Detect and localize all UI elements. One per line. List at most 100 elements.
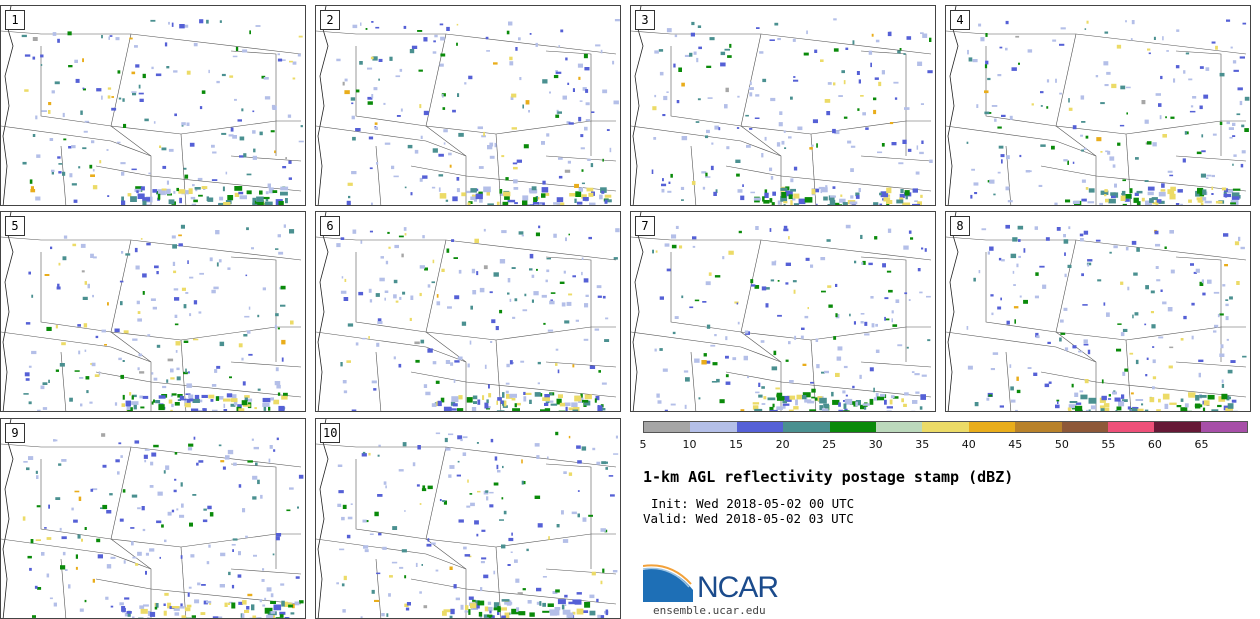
reflectivity-echo: [981, 228, 987, 231]
reflectivity-echo: [702, 301, 707, 303]
reflectivity-echo: [443, 609, 452, 613]
reflectivity-echo: [497, 397, 502, 401]
reflectivity-echo: [1012, 270, 1015, 274]
reflectivity-echo: [50, 246, 53, 250]
reflectivity-echo: [697, 25, 702, 28]
reflectivity-echo: [238, 191, 244, 195]
reflectivity-echo: [507, 564, 511, 566]
reflectivity-echo: [1165, 116, 1167, 119]
reflectivity-echo: [186, 122, 190, 126]
reflectivity-map: [946, 6, 1250, 205]
reflectivity-echo: [546, 269, 550, 273]
reflectivity-echo: [855, 192, 860, 197]
reflectivity-echo: [585, 119, 590, 122]
reflectivity-echo: [843, 80, 846, 85]
reflectivity-echo: [1035, 332, 1039, 338]
reflectivity-echo: [122, 360, 125, 362]
reflectivity-echo: [1244, 128, 1249, 132]
reflectivity-echo: [191, 203, 197, 205]
reflectivity-echo: [1025, 170, 1030, 173]
reflectivity-echo: [37, 587, 42, 590]
reflectivity-echo: [584, 400, 591, 406]
reflectivity-echo: [352, 229, 357, 234]
reflectivity-echo: [202, 408, 206, 411]
reflectivity-echo: [431, 281, 435, 284]
reflectivity-echo: [659, 296, 664, 300]
reflectivity-echo: [162, 165, 167, 169]
reflectivity-echo: [472, 395, 478, 400]
reflectivity-echo: [534, 392, 541, 397]
reflectivity-echo: [121, 251, 124, 254]
reflectivity-echo: [811, 188, 816, 195]
reflectivity-echo: [84, 349, 87, 352]
reflectivity-echo: [802, 363, 807, 366]
reflectivity-echo: [203, 600, 208, 605]
reflectivity-echo: [582, 197, 589, 201]
reflectivity-echo: [509, 393, 517, 398]
reflectivity-echo: [336, 58, 341, 62]
state-border: [60, 351, 67, 411]
reflectivity-echo: [806, 30, 808, 35]
reflectivity-echo: [1023, 248, 1026, 253]
reflectivity-echo: [436, 294, 439, 298]
reflectivity-echo: [262, 287, 266, 291]
reflectivity-echo: [852, 385, 855, 389]
reflectivity-echo: [419, 591, 422, 594]
reflectivity-echo: [229, 75, 234, 78]
reflectivity-echo: [531, 186, 537, 191]
reflectivity-echo: [393, 294, 397, 299]
reflectivity-echo: [827, 285, 832, 288]
reflectivity-echo: [832, 128, 836, 134]
reflectivity-echo: [1057, 401, 1059, 404]
reflectivity-echo: [1083, 230, 1089, 235]
reflectivity-echo: [147, 334, 151, 337]
reflectivity-echo: [565, 237, 567, 242]
reflectivity-echo: [36, 475, 39, 479]
reflectivity-echo: [71, 507, 74, 511]
reflectivity-echo: [373, 87, 378, 91]
reflectivity-echo: [774, 260, 777, 263]
reflectivity-echo: [1188, 199, 1192, 203]
reflectivity-echo: [79, 608, 84, 612]
reflectivity-echo: [46, 537, 52, 540]
reflectivity-echo: [261, 579, 265, 582]
reflectivity-echo: [147, 610, 151, 616]
reflectivity-echo: [270, 611, 276, 614]
state-border: [860, 256, 907, 362]
reflectivity-echo: [241, 357, 244, 361]
reflectivity-echo: [91, 362, 96, 367]
reflectivity-echo: [398, 469, 404, 472]
reflectivity-echo: [62, 112, 65, 118]
reflectivity-echo: [91, 140, 95, 144]
reflectivity-echo: [102, 504, 108, 510]
reflectivity-echo: [436, 301, 441, 306]
reflectivity-echo: [1045, 237, 1050, 241]
reflectivity-echo: [755, 94, 760, 97]
reflectivity-echo: [1060, 332, 1066, 335]
reflectivity-echo: [1059, 337, 1062, 342]
reflectivity-echo: [272, 190, 278, 193]
reflectivity-echo: [763, 396, 767, 400]
reflectivity-echo: [581, 194, 587, 199]
reflectivity-echo: [420, 339, 425, 344]
reflectivity-echo: [189, 522, 193, 527]
reflectivity-echo: [114, 328, 120, 333]
state-border: [946, 125, 1097, 157]
reflectivity-echo: [142, 200, 147, 205]
reflectivity-echo: [676, 100, 680, 104]
reflectivity-echo: [902, 202, 911, 205]
reflectivity-echo: [758, 394, 763, 398]
reflectivity-echo: [904, 190, 910, 196]
reflectivity-echo: [838, 95, 843, 97]
colorbar-tick: 5: [639, 438, 647, 451]
reflectivity-echo: [514, 298, 518, 302]
reflectivity-echo: [783, 225, 788, 229]
reflectivity-echo: [1133, 272, 1138, 276]
reflectivity-echo: [262, 568, 265, 571]
reflectivity-echo: [478, 611, 483, 617]
reflectivity-echo: [1080, 95, 1085, 100]
reflectivity-echo: [131, 91, 137, 93]
reflectivity-echo: [232, 538, 238, 541]
reflectivity-echo: [170, 395, 173, 397]
reflectivity-echo: [140, 238, 143, 240]
